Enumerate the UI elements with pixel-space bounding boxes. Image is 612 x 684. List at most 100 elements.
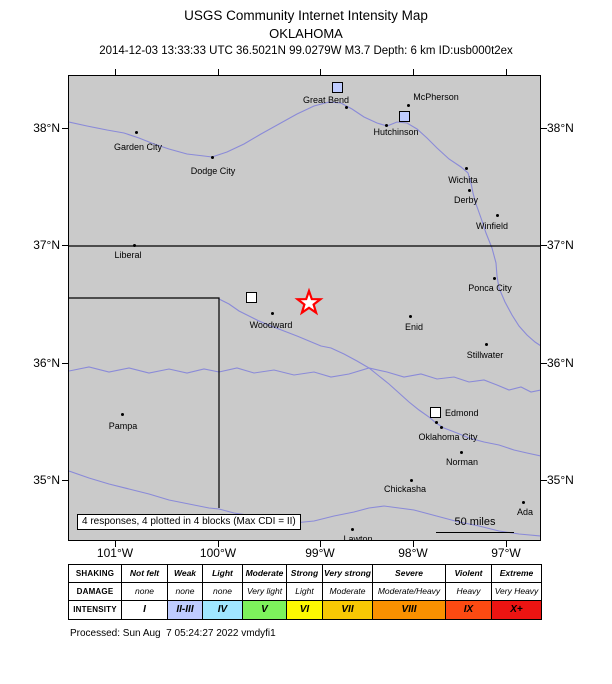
city-label-mcpherson: McPherson [413,92,459,102]
axis-tick [115,541,116,547]
city-label-ada: Ada [516,507,534,517]
city-dot-derby [468,189,471,192]
city-label-derby: Derby [453,195,479,205]
axis-tick [320,541,321,547]
city-dot-liberal [133,244,136,247]
city-label-dodge-city: Dodge City [190,166,236,176]
legend-shaking-cell: Violent [446,565,492,583]
scale-bar-label: 50 miles [454,516,496,528]
city-label-lawton: Lawton [343,534,373,541]
lat-label-38n-right: 38°N [547,121,574,135]
lon-label-99w: 99°W [305,546,335,560]
city-dot-wichita [465,167,468,170]
legend-intensity-cell: II-III [168,601,203,619]
legend-shaking-cell: Very strong [323,565,373,583]
lat-label-36n-right: 36°N [547,356,574,370]
lon-label-100w: 100°W [199,546,237,560]
city-label-garden-city: Garden City [113,142,163,152]
city-dot-pampa [121,413,124,416]
city-label-edmond: Edmond [445,408,479,418]
axis-tick [541,245,547,246]
city-dot-hutchinson [385,124,388,127]
lat-label-36n-left: 36°N [33,356,60,370]
axis-tick [115,69,116,75]
legend-intensity-cell: IV [203,601,243,619]
lon-label-97w: 97°W [491,546,521,560]
city-dot-ada [522,501,525,504]
city-dot-edmond [435,421,438,424]
page-subtitle-state: OKLAHOMA [269,26,343,41]
legend-damage-cell: Heavy [446,583,492,601]
city-label-hutchinson: Hutchinson [373,127,419,137]
city-dot-garden-city [135,131,138,134]
axis-tick [541,128,547,129]
city-dot-chickasha [410,479,413,482]
axis-tick [541,480,547,481]
city-label-stillwater: Stillwater [466,350,504,360]
river-cimarron [69,366,540,393]
city-dot-stillwater [485,343,488,346]
axis-tick [320,69,321,75]
legend-shaking-cell: Weak [168,565,203,583]
city-label-chickasha: Chickasha [383,484,427,494]
lat-label-35n-right: 35°N [547,473,574,487]
legend-damage-cell: Moderate/Heavy [373,583,446,601]
lat-label-38n-left: 38°N [33,121,60,135]
city-dot-norman [460,451,463,454]
city-label-winfield: Winfield [475,221,509,231]
legend-damage-cell: none [168,583,203,601]
city-label-liberal: Liberal [114,250,142,260]
legend-intensity-cell: V [243,601,287,619]
response-block-edmond [430,407,441,418]
legend-damage-cell: Very Heavy [492,583,541,601]
legend-shaking-cell: Moderate [243,565,287,583]
legend-shaking-cell: Extreme [492,565,541,583]
legend-intensity-cell: VII [323,601,373,619]
city-dot-dodge-city [211,156,214,159]
axis-tick [62,128,68,129]
legend-damage-cell: Light [287,583,323,601]
intensity-map: Garden City Dodge City Great Bend McPher… [68,75,541,541]
lon-label-98w: 98°W [398,546,428,560]
legend-shaking-cell: Strong [287,565,323,583]
state-border-panhandle [69,297,220,508]
legend-damage-cell: none [122,583,168,601]
legend-row-header-intensity: INTENSITY [69,601,122,619]
legend-damage-cell: Moderate [323,583,373,601]
response-block-woodward [246,292,257,303]
legend-intensity-cell: IX [446,601,492,619]
legend-intensity-cell: VI [287,601,323,619]
event-info-line: 2014-12-03 13:33:33 UTC 36.5021N 99.0279… [99,45,513,57]
lat-label-37n-right: 37°N [547,238,574,252]
city-label-great-bend: Great Bend [302,95,350,105]
response-summary-box: 4 responses, 4 plotted in 4 blocks (Max … [77,514,301,530]
river-arkansas [69,101,540,346]
lat-label-37n-left: 37°N [33,238,60,252]
axis-tick [62,245,68,246]
axis-tick [506,69,507,75]
axis-tick [218,541,219,547]
legend-shaking-cell: Light [203,565,243,583]
epicenter-star-icon [294,287,324,316]
axis-tick [413,541,414,547]
city-label-norman: Norman [445,457,479,467]
city-label-ponca-city: Ponca City [468,283,512,293]
city-label-enid: Enid [404,322,424,332]
legend-intensity-cell: I [122,601,168,619]
response-block-great-bend [332,82,343,93]
city-label-wichita: Wichita [448,175,478,185]
city-dot-ponca-city [493,277,496,280]
intensity-legend-table: SHAKING Not felt Weak Light Moderate Str… [68,564,542,620]
city-label-pampa: Pampa [108,421,138,431]
axis-tick [506,541,507,547]
city-dot-lawton [351,528,354,531]
response-block-hutchinson [399,111,410,122]
axis-tick [541,363,547,364]
city-dot-enid [409,315,412,318]
city-dot-mcpherson [407,104,410,107]
legend-row-header-shaking: SHAKING [69,565,122,583]
axis-tick [62,480,68,481]
legend-shaking-cell: Severe [373,565,446,583]
legend-shaking-cell: Not felt [122,565,168,583]
legend-intensity-cell: VIII [373,601,446,619]
